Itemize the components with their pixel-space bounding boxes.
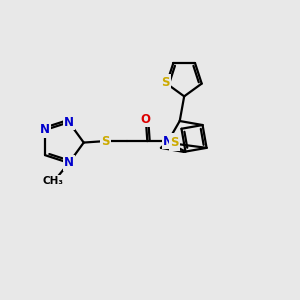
Text: N: N — [163, 135, 173, 148]
Text: CH₃: CH₃ — [42, 176, 63, 186]
Text: O: O — [141, 113, 151, 126]
Text: N: N — [64, 156, 74, 170]
Text: S: S — [171, 136, 179, 149]
Text: S: S — [101, 135, 110, 148]
Text: S: S — [161, 76, 170, 88]
Text: N: N — [64, 116, 74, 129]
Text: N: N — [40, 124, 50, 136]
